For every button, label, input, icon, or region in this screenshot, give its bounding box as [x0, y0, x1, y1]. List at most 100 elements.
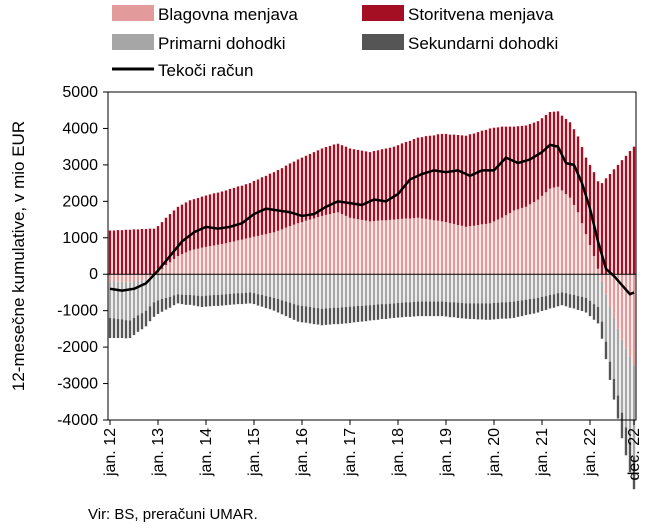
- bar-segment-3-77: [416, 301, 420, 317]
- bar-segment-1-10: [148, 228, 152, 275]
- bar-segment-3-4: [124, 320, 128, 339]
- bar-segment-1-87: [456, 135, 460, 226]
- bar-segment-3-28: [220, 294, 224, 306]
- bar-segment-0-116: [572, 204, 576, 275]
- bar-segment-0-44: [284, 227, 288, 275]
- bar-segment-1-89: [464, 135, 468, 227]
- bar-segment-0-36: [252, 236, 256, 275]
- bar-segment-1-90: [468, 134, 472, 227]
- bar-segment-0-115: [568, 197, 572, 275]
- bar-segment-0-128: [620, 274, 624, 340]
- bar-segment-0-58: [340, 214, 344, 275]
- bar-segment-2-5: [128, 282, 132, 321]
- bar-segment-1-64: [364, 151, 368, 221]
- bar-segment-0-19: [184, 252, 188, 275]
- bar-segment-2-127: [616, 328, 620, 396]
- x-tick-label: jan. 16: [294, 428, 311, 477]
- bar-segment-0-102: [516, 209, 520, 275]
- bar-segment-3-94: [484, 303, 488, 320]
- legend-label-blagovna: Blagovna menjava: [158, 5, 298, 24]
- y-tick-label: -4000: [57, 412, 98, 429]
- bar-segment-1-20: [188, 200, 192, 251]
- bar-segment-3-118: [580, 296, 584, 312]
- bar-segment-1-41: [272, 172, 276, 233]
- bar-segment-3-53: [320, 308, 324, 326]
- bar-segment-2-29: [224, 274, 228, 295]
- bar-segment-0-123: [600, 274, 604, 282]
- bar-segment-0-118: [580, 223, 584, 275]
- bar-segment-2-120: [588, 274, 592, 301]
- bar-segment-2-102: [516, 274, 520, 301]
- bar-segment-2-59: [344, 274, 348, 308]
- bar-segment-0-124: [604, 274, 608, 295]
- bar-segment-3-32: [236, 293, 240, 305]
- bar-segment-2-117: [576, 274, 580, 297]
- bar-segment-2-62: [356, 274, 360, 306]
- bar-segment-2-33: [240, 274, 244, 294]
- bar-segment-0-84: [444, 222, 448, 275]
- y-tick-label: 5000: [62, 84, 98, 101]
- bar-segment-0-10: [148, 274, 152, 278]
- bar-segment-2-83: [440, 274, 444, 302]
- plot-frame: [107, 91, 637, 421]
- bar-segment-0-82: [436, 220, 440, 275]
- bar-segment-1-74: [404, 141, 408, 219]
- bar-segment-0-21: [192, 249, 196, 275]
- bar-segment-0-59: [344, 215, 348, 275]
- bar-segment-3-10: [148, 306, 152, 322]
- bar-segment-1-110: [548, 112, 552, 189]
- bar-segment-2-18: [180, 274, 184, 295]
- bar-segment-1-2: [116, 230, 120, 275]
- bar-segment-1-128: [620, 160, 624, 275]
- source-note: Vir: BS, preračuni UMAR.: [88, 506, 258, 523]
- bar-segment-3-13: [160, 299, 164, 312]
- bar-segment-1-101: [512, 126, 516, 211]
- bar-segment-3-57: [336, 307, 340, 325]
- bar-segment-3-73: [400, 302, 404, 318]
- bar-segment-1-57: [336, 143, 340, 213]
- bar-segment-0-100: [508, 213, 512, 275]
- bar-segment-2-20: [188, 274, 192, 295]
- bar-segment-2-13: [160, 274, 164, 299]
- bar-segment-2-105: [528, 274, 532, 299]
- bar-segment-0-85: [448, 223, 452, 275]
- bar-segment-1-54: [324, 147, 328, 215]
- bar-segment-1-78: [420, 137, 424, 219]
- bar-segment-2-56: [332, 274, 336, 308]
- bar-segment-2-39: [264, 274, 268, 297]
- y-tick-label: -1000: [57, 303, 98, 320]
- bar-segment-0-76: [412, 218, 416, 275]
- bar-segment-1-94: [484, 129, 488, 224]
- bar-segment-3-112: [556, 293, 560, 307]
- bar-segment-3-114: [564, 293, 568, 307]
- bar-segment-1-108: [540, 118, 544, 196]
- bar-segment-2-32: [236, 274, 240, 294]
- bar-segment-2-21: [192, 274, 196, 296]
- bar-segment-3-51: [312, 307, 316, 325]
- bar-segment-1-114: [564, 118, 568, 195]
- bar-segment-3-85: [448, 302, 452, 318]
- bar-segment-3-97: [496, 302, 500, 320]
- bar-segment-2-50: [308, 274, 312, 308]
- bar-segment-2-42: [276, 274, 280, 299]
- bar-segment-2-55: [328, 274, 332, 309]
- bar-segment-3-99: [504, 302, 508, 319]
- bar-segment-2-15: [168, 274, 172, 297]
- bar-segment-1-22: [196, 198, 200, 249]
- bar-segment-0-75: [408, 218, 412, 275]
- bar-segment-2-92: [476, 274, 480, 304]
- bar-segment-3-5: [128, 320, 132, 338]
- bar-segment-0-65: [368, 221, 372, 275]
- bar-segment-2-88: [460, 274, 464, 304]
- legend-label-storitvena: Storitvena menjava: [408, 5, 554, 24]
- bar-segment-2-111: [552, 274, 556, 295]
- bar-segment-1-37: [256, 179, 260, 236]
- bar-segment-3-24: [204, 295, 208, 307]
- bar-segment-3-101: [512, 301, 516, 318]
- y-axis-title: 12-mesečne kumulative, v mio EUR: [9, 121, 28, 391]
- bar-segment-1-35: [248, 183, 252, 238]
- bar-segment-3-59: [344, 307, 348, 324]
- bar-segment-1-95: [488, 128, 492, 224]
- bar-segment-1-98: [500, 126, 504, 218]
- bar-segment-1-5: [128, 229, 132, 275]
